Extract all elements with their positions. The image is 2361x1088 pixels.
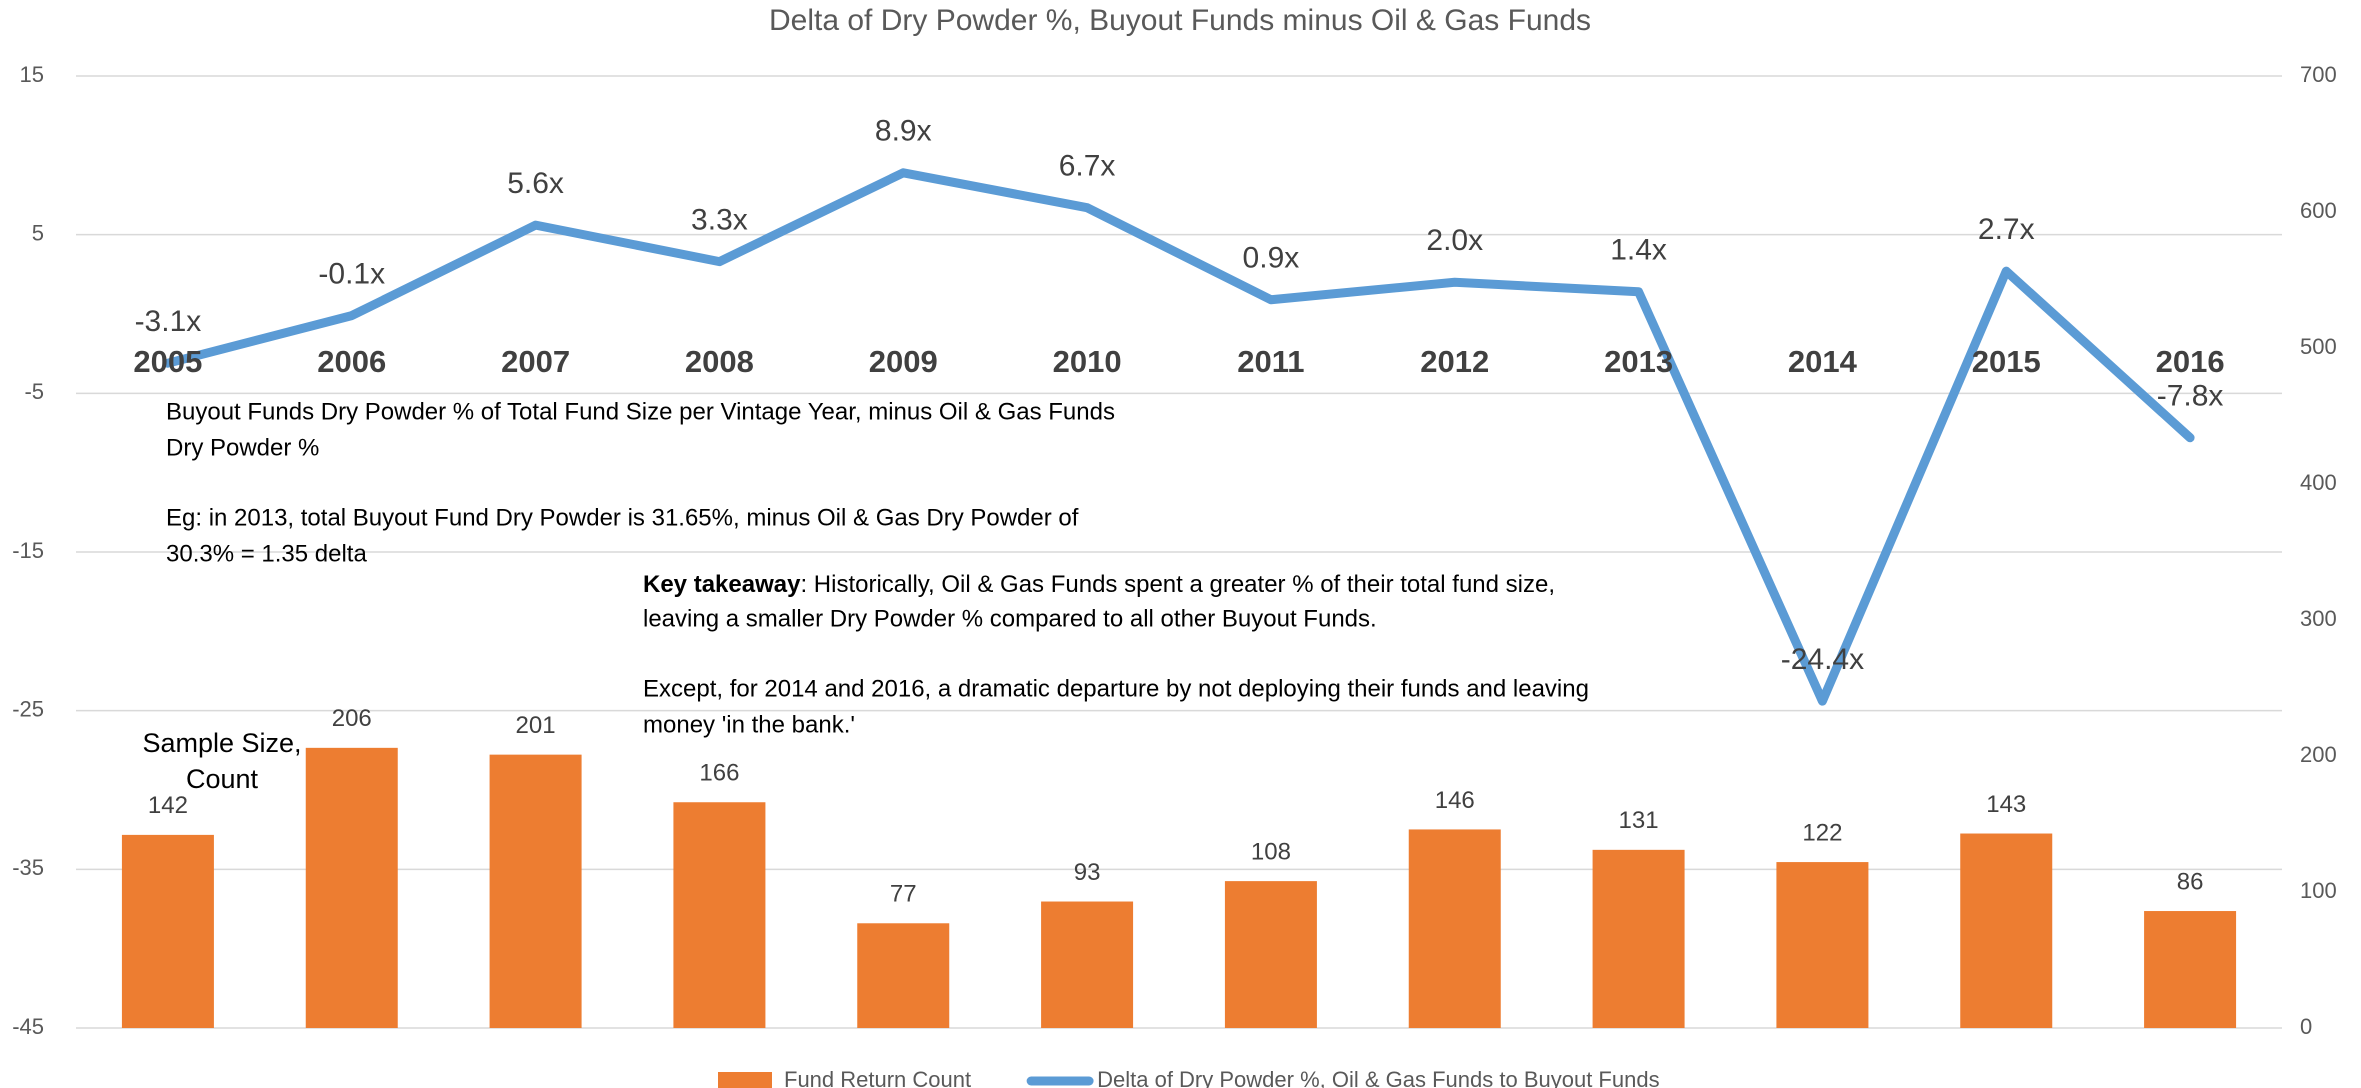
data-label: -7.8x (2157, 380, 2224, 413)
bar (121, 834, 214, 1028)
x-tick-label: 2010 (1053, 344, 1122, 379)
y-tick-label: 5 (32, 220, 44, 245)
legend: Fund Return Count Delta of Dry Powder %, … (718, 1067, 1660, 1088)
bar (857, 923, 950, 1028)
marks (121, 168, 2237, 1028)
bar (305, 747, 398, 1028)
bar (1224, 881, 1317, 1028)
data-label: 6.7x (1059, 150, 1116, 183)
data-label: 93 (1074, 859, 1101, 886)
y2-tick-label: 600 (2300, 198, 2337, 223)
y-tick-label: -35 (12, 855, 44, 880)
annotation: Buyout Funds Dry Powder % of Total Fund … (166, 398, 1115, 425)
data-label: 2.7x (1978, 213, 2035, 246)
data-label: 206 (332, 705, 372, 732)
data-label: 1.4x (1610, 234, 1667, 267)
annotation: Count (186, 764, 259, 794)
y-tick-label: -15 (12, 538, 44, 563)
bar (1592, 849, 1685, 1028)
annotation: 30.3% = 1.35 delta (166, 540, 367, 567)
bar (1960, 833, 2053, 1028)
x-tick-label: 2014 (1788, 344, 1858, 379)
legend-swatch (718, 1072, 772, 1088)
data-label: 108 (1251, 838, 1291, 865)
bar (2144, 911, 2237, 1028)
y2-tick-label: 0 (2300, 1014, 2312, 1039)
bar (1776, 862, 1869, 1028)
x-tick-label: 2007 (501, 344, 570, 379)
y2-tick-label: 500 (2300, 334, 2337, 359)
data-label: 86 (2177, 868, 2204, 895)
data-label: 166 (699, 760, 739, 787)
y-tick-label: -45 (12, 1014, 44, 1039)
data-label: 2.0x (1426, 224, 1483, 257)
x-tick-label: 2016 (2156, 344, 2225, 379)
data-label: 201 (516, 712, 556, 739)
annotation: Key takeaway: Historically, Oil & Gas Fu… (643, 571, 1555, 598)
annotation: Dry Powder % (166, 434, 319, 461)
legend-label: Delta of Dry Powder %, Oil & Gas Funds t… (1097, 1067, 1659, 1088)
data-label: -24.4x (1781, 643, 1864, 676)
y2-tick-label: 700 (2300, 62, 2337, 87)
bar (1041, 901, 1134, 1028)
data-label: 131 (1619, 807, 1659, 834)
y-tick-label: 15 (20, 62, 44, 87)
annotation: leaving a smaller Dry Powder % compared … (643, 605, 1377, 632)
annotation: Sample Size, (142, 728, 301, 758)
x-tick-label: 2006 (317, 344, 386, 379)
data-label: 142 (148, 792, 188, 819)
y2-tick-label: 200 (2300, 742, 2337, 767)
x-tick-label: 2008 (685, 344, 754, 379)
data-label: 8.9x (875, 115, 932, 148)
data-label: 77 (890, 881, 917, 908)
bar (489, 754, 582, 1028)
grid (76, 75, 2282, 1029)
x-tick-label: 2011 (1237, 344, 1304, 379)
y-tick-label: -5 (24, 379, 44, 404)
legend-label: Fund Return Count (784, 1067, 971, 1088)
x-tick-label: 2009 (869, 344, 938, 379)
data-label: 0.9x (1243, 242, 1300, 275)
bar (1408, 829, 1501, 1028)
annotation-heading: Key takeaway (643, 571, 801, 598)
x-tick-label: 2015 (1972, 344, 2041, 379)
line (163, 168, 2195, 706)
y2-tick-label: 300 (2300, 606, 2337, 631)
x-tick-label: 2012 (1420, 344, 1489, 379)
x-tick-label: 2005 (133, 344, 202, 379)
data-label: 146 (1435, 787, 1475, 814)
y-tick-label: -25 (12, 696, 44, 721)
y2-tick-label: 400 (2300, 470, 2337, 495)
chart-title: Delta of Dry Powder %, Buyout Funds minu… (769, 4, 1591, 37)
annotation: Eg: in 2013, total Buyout Fund Dry Powde… (166, 504, 1079, 531)
annotation: Except, for 2014 and 2016, a dramatic de… (643, 675, 1589, 702)
data-label: -0.1x (318, 258, 385, 291)
y2-tick-label: 100 (2300, 878, 2337, 903)
bar (673, 802, 766, 1028)
data-label: -3.1x (135, 305, 202, 338)
annotation-text: : Historically, Oil & Gas Funds spent a … (800, 571, 1555, 598)
annotation: money 'in the bank.' (643, 711, 855, 738)
x-tick-label: 2013 (1604, 344, 1673, 379)
data-label: 122 (1802, 819, 1842, 846)
data-label: 5.6x (507, 167, 564, 200)
data-label: 3.3x (691, 204, 748, 237)
data-label: 143 (1986, 791, 2026, 818)
